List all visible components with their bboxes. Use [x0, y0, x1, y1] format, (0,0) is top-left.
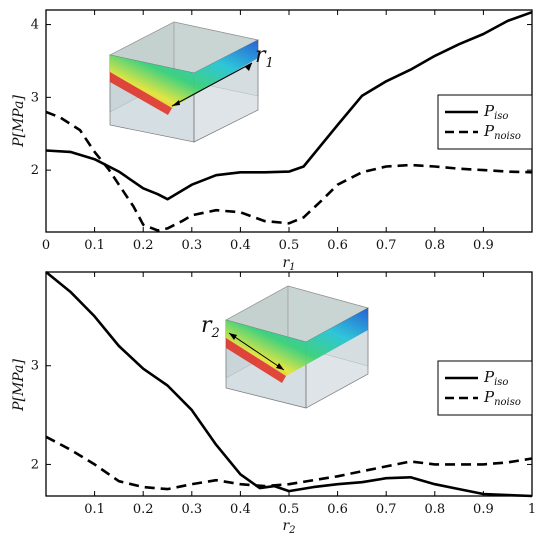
- top-x-tick-label: 0.1: [84, 238, 105, 253]
- bottom-x-tick-label: 0.9: [473, 502, 494, 517]
- top-series-iso-line: [45, 10, 533, 201]
- top-inset-label: r1: [255, 43, 274, 71]
- top-inset-cube: [108, 21, 260, 143]
- top-legend-box: [437, 94, 533, 150]
- bottom-series-noiso-line: [45, 435, 533, 491]
- bottom-series-iso-line: [45, 270, 533, 498]
- top-x-tick-label: 0.8: [424, 238, 445, 253]
- top-legend-noiso-label: Pnoiso: [483, 122, 521, 142]
- bottom-inset-label: r2: [201, 313, 220, 341]
- bottom-series-group: [45, 270, 533, 498]
- bottom-x-tick-label: 1: [528, 502, 536, 517]
- bottom-chart-panel: r2 0.1 0.2 0.3 0.4 0.5 0.6 0.7 0.8 0.9 1 2 3 r2 P[…: [11, 270, 536, 536]
- top-legend-iso-label: Piso: [483, 102, 508, 122]
- bottom-x-tick-label: 0.1: [84, 502, 105, 517]
- bottom-legend: Piso Pnoiso: [437, 360, 533, 416]
- top-y-tick-label: 2: [31, 163, 39, 178]
- top-chart-panel: r1 0 0.1 0.2 0.3 0.4 0.5 0.6 0.7 0.8 0.9 2 3 4 r1 P…: [11, 9, 533, 273]
- bottom-legend-noiso-label: Pnoiso: [483, 388, 521, 408]
- bottom-x-tick-label: 0.2: [133, 502, 154, 517]
- bottom-x-tick-label: 0.8: [424, 502, 445, 517]
- top-legend: Piso Pnoiso: [437, 94, 533, 150]
- bottom-x-axis-label: r2: [282, 518, 295, 536]
- top-x-tick-label: 0.3: [181, 238, 202, 253]
- bottom-y-tick-label: 3: [31, 359, 39, 374]
- top-x-tick-label: 0.5: [279, 238, 300, 253]
- top-series-group: [45, 10, 533, 232]
- top-x-tick-label: 0.2: [133, 238, 154, 253]
- top-x-tick-label: 0.4: [230, 238, 251, 253]
- top-x-tick-label: 0.7: [376, 238, 397, 253]
- bottom-x-tick-label: 0.7: [376, 502, 397, 517]
- top-x-tick-label: 0.6: [327, 238, 348, 253]
- top-inset-arrow: [171, 62, 253, 107]
- top-x-tick-label: 0.9: [473, 238, 494, 253]
- bottom-x-tick-label: 0.5: [279, 502, 300, 517]
- top-y-tick-label: 4: [31, 18, 39, 33]
- bottom-y-axis-label: P[MPa]: [11, 359, 27, 412]
- bottom-x-tick-label: 0.3: [181, 502, 202, 517]
- top-y-axis-label: P[MPa]: [11, 95, 27, 148]
- bottom-legend-iso-label: Piso: [483, 368, 508, 388]
- top-x-axis-label: r1: [282, 255, 295, 273]
- top-y-tick-label: 3: [31, 90, 39, 105]
- top-x-ticks: 0 0.1 0.2 0.3 0.4 0.5 0.6 0.7 0.8 0.9: [42, 10, 494, 253]
- bottom-x-tick-label: 0.4: [230, 502, 251, 517]
- bottom-legend-box: [437, 360, 533, 416]
- bottom-inset-arrow: [228, 332, 285, 371]
- top-x-tick-label: 0: [42, 238, 50, 253]
- bottom-y-tick-label: 2: [31, 457, 39, 472]
- top-y-ticks: 2 3 4: [31, 18, 532, 178]
- bottom-x-tick-label: 0.6: [327, 502, 348, 517]
- bottom-x-ticks: 0.1 0.2 0.3 0.4 0.5 0.6 0.7 0.8 0.9 1: [84, 272, 536, 517]
- bottom-inset-cube: [225, 285, 369, 409]
